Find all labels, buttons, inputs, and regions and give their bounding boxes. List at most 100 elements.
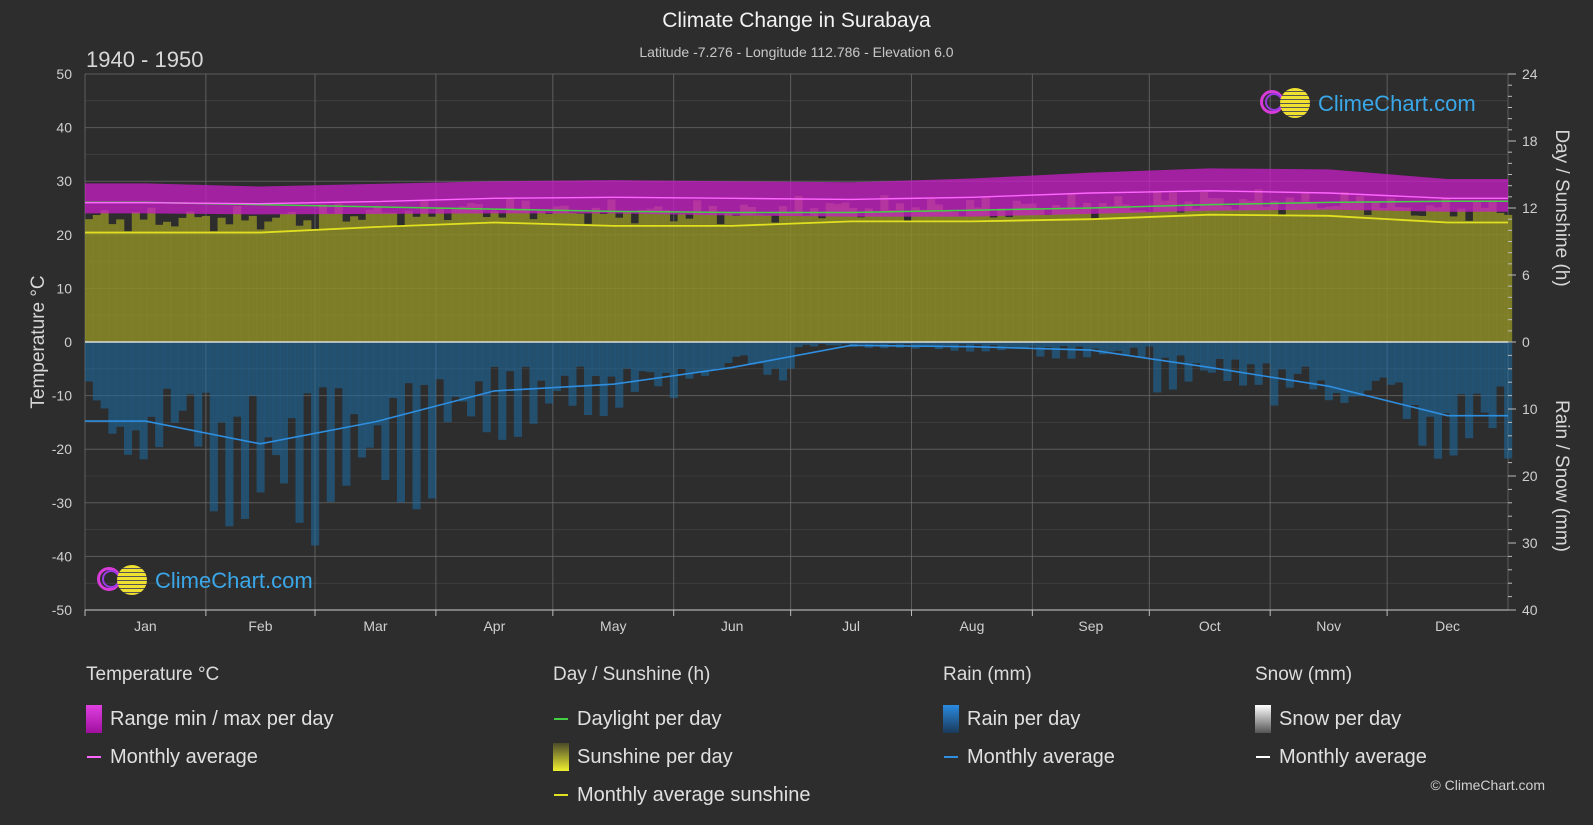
legend-swatch	[553, 743, 569, 771]
rain-bar	[186, 342, 195, 395]
y2-tick-label: 6	[1522, 267, 1530, 283]
sunshine-bar	[942, 211, 951, 342]
sunshine-bar	[599, 213, 608, 342]
sunshine-bar	[716, 224, 725, 342]
sunshine-bar	[311, 229, 320, 342]
rain-bar	[1387, 342, 1396, 385]
legend-item: Rain per day	[943, 700, 1115, 738]
rain-bar	[654, 342, 663, 387]
y-tick-label: 30	[56, 173, 72, 189]
rain-bar	[903, 342, 912, 345]
sunshine-bar	[584, 223, 593, 342]
y2-tick-label: 12	[1522, 200, 1538, 216]
rain-bar	[623, 342, 632, 369]
rain-bar	[817, 342, 827, 344]
y-tick-label: -10	[52, 388, 72, 404]
rain-bar	[1457, 342, 1466, 395]
brand-text: ClimeChart.com	[1318, 91, 1476, 116]
sunshine-bar	[1301, 192, 1310, 342]
climechart-logo-icon	[95, 565, 151, 597]
sunshine-bar	[264, 221, 273, 342]
x-tick-label: Jan	[134, 618, 157, 634]
rain-bar	[724, 342, 733, 364]
sunshine-bar	[677, 213, 686, 342]
rain-bar	[147, 342, 156, 417]
rain-bar	[1098, 342, 1107, 355]
temperature-average-line	[85, 190, 1508, 205]
sunshine-bar	[1192, 208, 1201, 342]
sunshine-bar	[248, 215, 257, 342]
y-tick-label: 10	[56, 280, 72, 296]
rain-bar	[537, 342, 546, 381]
sunshine-bar	[420, 200, 429, 342]
rain-bar	[1051, 342, 1060, 359]
sunshine-bar	[1184, 201, 1193, 342]
rain-bar	[303, 342, 312, 394]
rain-bar	[1488, 342, 1497, 429]
sunshine-bar	[1223, 206, 1232, 342]
rain-bar	[529, 342, 538, 424]
rain-bar	[1262, 342, 1271, 364]
legend-item: Snow per day	[1255, 700, 1427, 738]
sunshine-bar	[272, 217, 281, 342]
sunshine-bar	[1480, 207, 1489, 342]
rain-bar	[888, 342, 897, 345]
rain-bar	[209, 342, 218, 512]
sunshine-bar	[732, 215, 741, 342]
sunshine-bar	[1075, 209, 1084, 342]
rain-bar	[287, 342, 296, 419]
rain-bar	[1238, 342, 1248, 386]
brand-logo-bottom[interactable]: ClimeChart.com	[95, 565, 313, 597]
rain-bar	[459, 342, 468, 402]
rain-bar	[311, 342, 320, 546]
sunshine-bar	[326, 213, 335, 342]
sunshine-bar	[139, 219, 148, 342]
sunshine-bar	[934, 204, 943, 342]
rain-bar	[1161, 342, 1170, 358]
sunshine-bar	[256, 229, 265, 342]
legend-snow: Snow (mm) Snow per day Monthly average	[1255, 664, 1427, 776]
rain-bar	[997, 342, 1006, 351]
rain-bar	[576, 342, 585, 367]
sunshine-bar	[194, 217, 203, 342]
legend-label: Sunshine per day	[577, 745, 733, 768]
period-label: 1940 - 1950	[86, 47, 204, 72]
rain-bar	[1129, 342, 1138, 348]
sunshine-bar	[833, 203, 842, 342]
sunshine-bar	[700, 213, 710, 342]
sunshine-bar	[1005, 217, 1014, 342]
sunshine-bar	[1207, 197, 1216, 342]
rain-bar	[1426, 342, 1435, 417]
rain-bar	[1005, 342, 1014, 347]
sunshine-bar	[794, 195, 803, 342]
sunshine-bar	[849, 208, 858, 342]
brand-logo-top[interactable]: ClimeChart.com	[1258, 88, 1476, 120]
sunshine-bar	[303, 220, 312, 342]
rain-bar	[685, 342, 694, 379]
rain-bar	[1293, 342, 1302, 374]
rain-bar	[545, 342, 554, 404]
sunshine-bar	[1036, 208, 1045, 342]
sunshine-bar	[973, 207, 982, 342]
y3-tick-label: 30	[1522, 535, 1538, 551]
rain-bar	[1316, 342, 1326, 381]
sunshine-bar	[467, 203, 476, 342]
sunshine-bar	[521, 200, 530, 342]
legend-temperature: Temperature °C Range min / max per day M…	[86, 664, 333, 776]
sunshine-bar	[1426, 205, 1435, 342]
sunshine-bar	[513, 209, 522, 342]
x-tick-label: Sep	[1078, 618, 1103, 634]
y-tick-label: 0	[64, 334, 72, 350]
sunshine-bar	[552, 206, 561, 342]
rain-bar	[521, 342, 530, 367]
legend-label: Monthly average	[1279, 745, 1427, 768]
sunshine-bar	[1254, 189, 1263, 342]
sunshine-bar	[1316, 207, 1326, 342]
sunshine-bar	[786, 212, 795, 342]
sunshine-bar	[1387, 198, 1396, 342]
rain-bar	[732, 342, 741, 357]
rain-bar	[506, 342, 515, 372]
sunshine-bar	[155, 224, 164, 342]
x-tick-label: Jul	[842, 618, 860, 634]
rain-bar	[708, 342, 717, 370]
